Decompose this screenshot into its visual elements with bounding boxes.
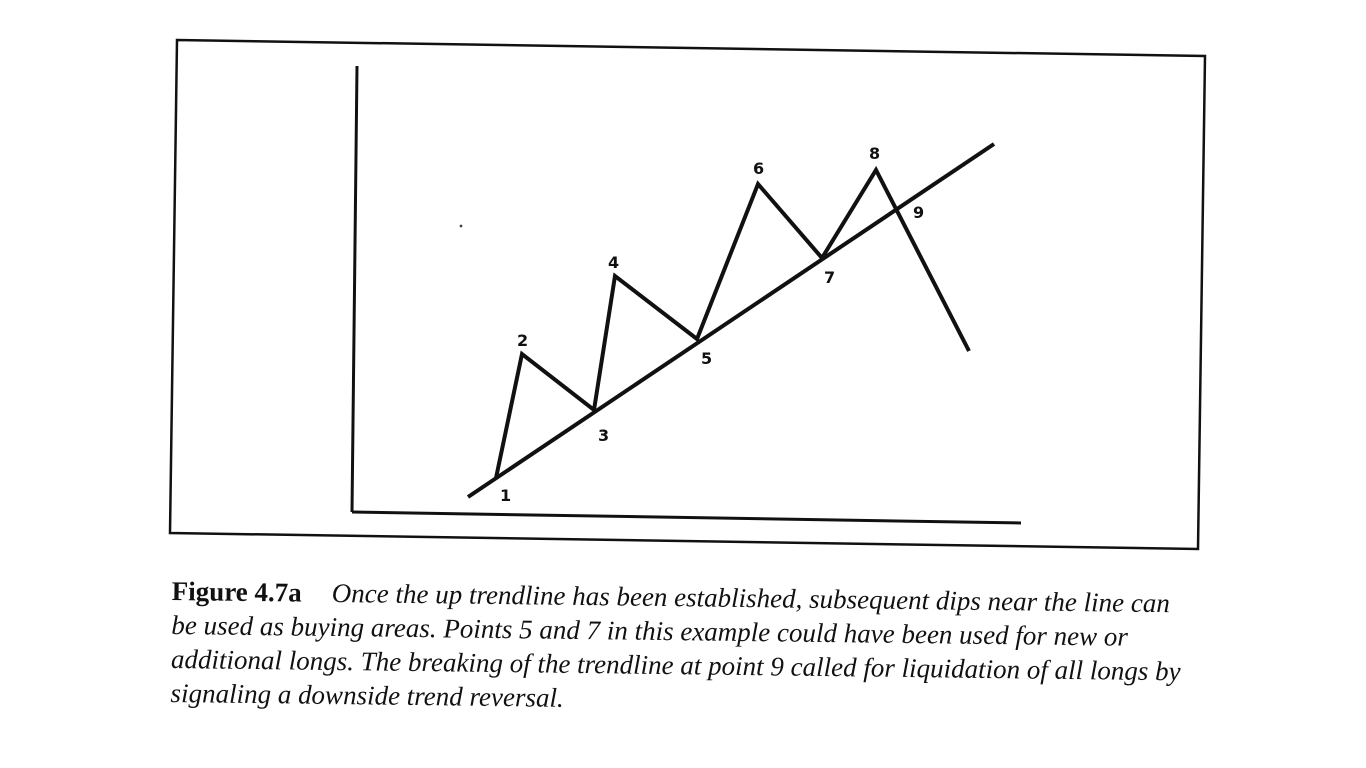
point-label-6: 6 (753, 159, 764, 178)
caption-text: Once the up trendline has been establish… (170, 577, 1181, 713)
figure-label: Figure 4.7a (171, 575, 302, 608)
point-label-7: 7 (824, 268, 835, 287)
point-label-3: 3 (598, 426, 609, 445)
figure-caption: Figure 4.7a Once the up trendline has bee… (170, 574, 1192, 722)
up-trendline (466, 142, 996, 499)
stray-dot (459, 224, 463, 228)
figure-frame (168, 38, 1207, 551)
point-label-1: 1 (500, 486, 511, 505)
point-label-2: 2 (517, 331, 528, 350)
point-label-8: 8 (869, 144, 880, 163)
y-axis (350, 65, 359, 513)
point-label-5: 5 (701, 349, 712, 368)
x-axis (351, 510, 1022, 525)
point-label-9: 9 (913, 203, 924, 222)
price-path (494, 165, 971, 479)
point-label-4: 4 (608, 253, 619, 272)
